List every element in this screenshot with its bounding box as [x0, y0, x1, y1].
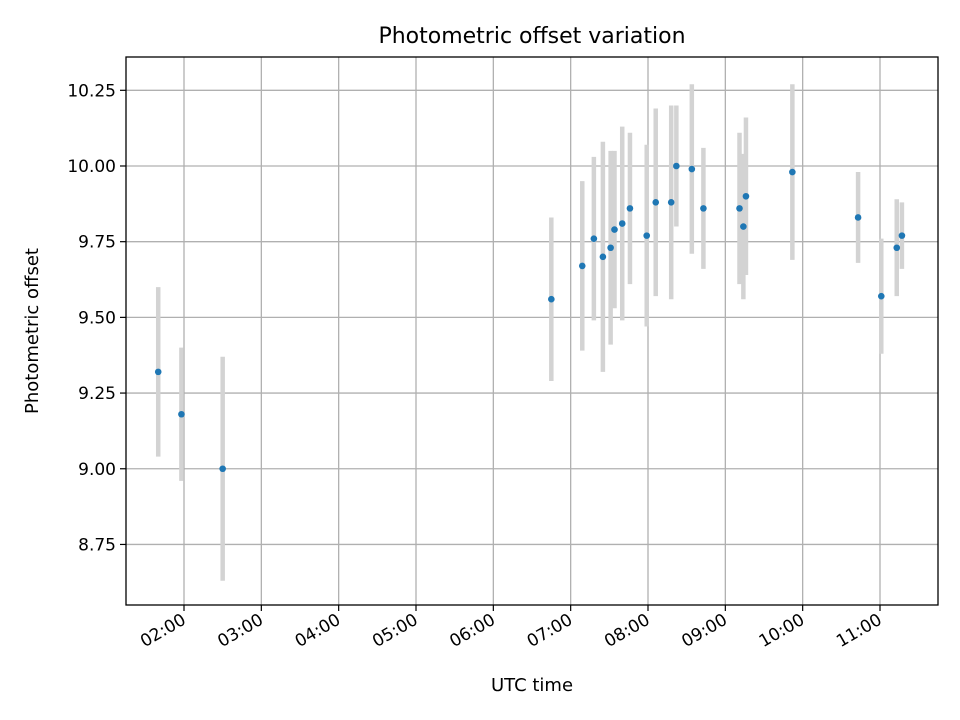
data-point — [688, 165, 696, 173]
y-tick-label: 9.75 — [78, 233, 116, 253]
data-point — [740, 223, 747, 230]
data-point — [607, 244, 614, 252]
data-point — [590, 235, 598, 242]
data-point — [700, 205, 707, 212]
x-axis-label: UTC time — [491, 675, 573, 696]
data-point — [548, 295, 555, 303]
plot-frame — [125, 56, 939, 606]
data-point — [626, 205, 634, 212]
data-point — [618, 220, 626, 227]
data-point — [154, 368, 162, 376]
data-points — [154, 162, 906, 473]
data-point — [742, 192, 750, 200]
data-point — [898, 232, 906, 239]
data-point — [667, 199, 675, 206]
data-point — [643, 232, 651, 239]
data-point — [578, 262, 586, 270]
y-tick-label: 10.00 — [67, 157, 116, 177]
data-point — [219, 465, 226, 473]
y-tick-label: 9.25 — [78, 384, 116, 404]
data-point — [673, 162, 680, 170]
chart-title: Photometric offset variation — [378, 24, 685, 49]
data-point — [611, 226, 618, 233]
y-tick-label: 9.00 — [78, 460, 116, 480]
data-point — [877, 292, 885, 300]
y-axis-label: Photometric offset — [22, 248, 43, 414]
data-point — [599, 253, 607, 261]
data-point — [652, 199, 660, 206]
data-point — [736, 205, 743, 212]
data-point — [854, 214, 862, 221]
y-tick-label: 8.75 — [78, 535, 116, 555]
data-point — [893, 244, 901, 252]
y-tick-label: 10.25 — [67, 81, 116, 101]
y-tick-label: 9.50 — [78, 308, 116, 328]
data-point — [178, 410, 185, 418]
data-point — [789, 168, 796, 176]
y-axis-ticks: 8.75 9.00 9.25 9.50 9.75 10.00 10.25 — [67, 81, 126, 555]
grid — [126, 57, 938, 605]
